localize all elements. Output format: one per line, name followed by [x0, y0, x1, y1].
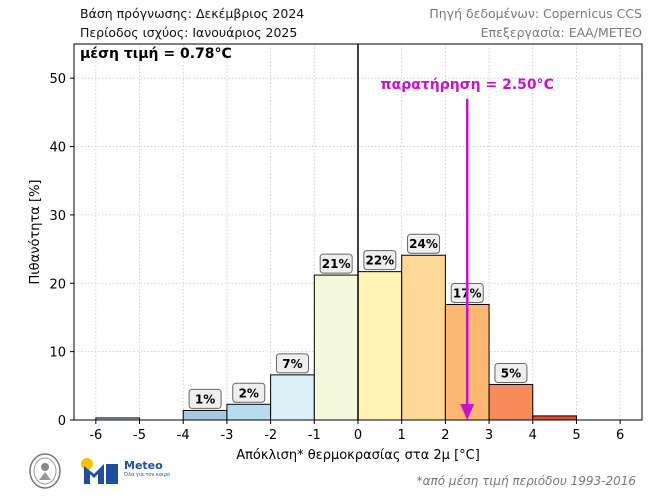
x-tick-label: 5: [572, 428, 580, 443]
x-axis-label: Απόκλιση* θερμοκρασίας στα 2μ [°C]: [236, 448, 480, 463]
y-tick-label: 20: [49, 277, 66, 292]
bar-value-label-box: [232, 382, 266, 403]
x-tick-label: -1: [308, 428, 321, 443]
histogram-bar: [226, 403, 272, 421]
histogram-bar: [270, 374, 315, 421]
meteo-logo-text: Meteo: [124, 459, 163, 472]
bar-value-label-box: [363, 250, 397, 271]
y-tick-label: 10: [49, 346, 66, 361]
x-tick-label: 2: [441, 428, 449, 443]
x-tick-label: 4: [529, 428, 537, 443]
y-axis-label: Πιθανότητα [%]: [28, 179, 43, 284]
x-tick-label: -5: [133, 428, 146, 443]
histogram-bar: [401, 254, 446, 421]
footnote: *από μέση τιμή περιόδου 1993-2016: [416, 474, 636, 488]
observation-annotation: παρατήρηση = 2.50°C: [381, 77, 554, 93]
x-tick-label: 1: [398, 428, 406, 443]
histogram-bar: [532, 415, 577, 421]
bar-value-label: 1%: [195, 392, 215, 406]
y-tick-label: 30: [49, 209, 66, 224]
histogram-bar: [182, 409, 228, 421]
bar-value-label-box: [494, 362, 528, 383]
x-tick-label: -3: [220, 428, 233, 443]
data-source-label: Πηγή δεδομένων: Copernicus CCS: [429, 6, 642, 21]
bar-value-label: 5%: [501, 366, 521, 380]
bar-value-label: 24%: [409, 237, 438, 251]
bar-value-label: 22%: [365, 254, 394, 268]
forecast-base-label: Βάση πρόγνωσης: Δεκέμβριος 2024: [80, 6, 305, 21]
y-tick-label: 50: [49, 72, 66, 87]
bar-value-label: 21%: [322, 257, 351, 271]
bar-value-label: 2%: [239, 386, 259, 400]
bar-value-label: 7%: [282, 357, 302, 371]
histogram-bar: [313, 274, 359, 421]
x-tick-label: -2: [264, 428, 277, 443]
x-tick-label: -4: [177, 428, 190, 443]
overlay-layer: [357, 44, 475, 420]
bar-layer: 1%2%7%21%22%24%17%5%: [95, 233, 577, 421]
x-tick-label: -6: [89, 428, 102, 443]
meteo-logo: Meteo Όλα για τον καιρό: [80, 456, 170, 490]
bar-value-label-box: [275, 353, 309, 374]
academy-seal-logo: [29, 453, 61, 489]
x-tick-label: 6: [616, 428, 624, 443]
x-tick-label: 3: [485, 428, 493, 443]
tick-layer: -6 -5 -4 -3 -2 -1 0 1 2 3 4 5 6 0 10 20 30 40 50: [49, 72, 624, 443]
histogram-bar: [488, 383, 534, 421]
x-tick-label: 0: [354, 428, 362, 443]
meteo-mark-icon: [81, 458, 118, 484]
observation-arrow-head: [460, 404, 475, 420]
histogram-bar: [357, 271, 403, 421]
y-tick-label: 40: [49, 141, 66, 156]
bar-value-label-box: [319, 253, 353, 274]
bar-value-label-box: [188, 388, 222, 409]
y-tick-label: 0: [58, 414, 66, 429]
bar-value-label-box: [407, 233, 441, 254]
processing-label: Επεξεργασία: ΕΑΑ/METEO: [480, 25, 642, 40]
validity-period-label: Περίοδος ισχύος: Ιανουάριος 2025: [80, 25, 298, 40]
mean-value-annotation: μέση τιμή = 0.78°C: [80, 46, 232, 62]
meteo-tagline: Όλα για τον καιρό: [124, 472, 171, 478]
